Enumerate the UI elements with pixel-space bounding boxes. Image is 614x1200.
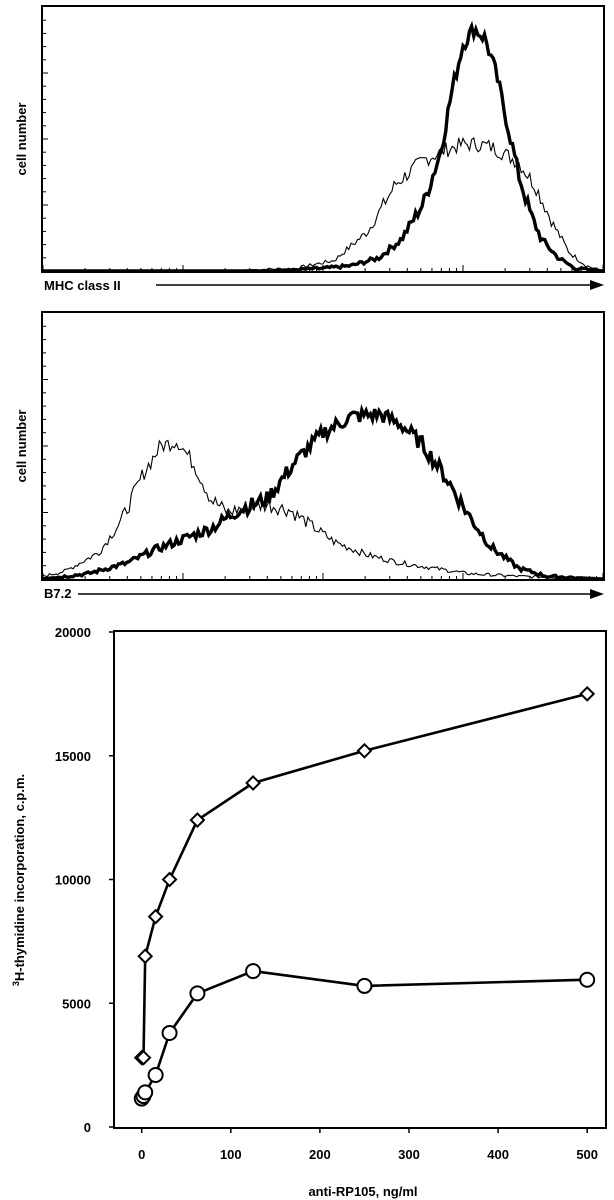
mhc-curves [43,20,604,273]
x-tick-label: 300 [398,1147,420,1162]
b72-y-axis-label: cell number [14,410,29,483]
thick-histogram-curve [42,403,604,581]
proliferation-markers [133,685,596,1107]
proliferation-plot-frame [113,630,607,1129]
y-label-main: H-thymidine incorporation, c.p.m. [12,774,27,981]
circle-marker [356,977,373,994]
mhc-plot-frame [41,5,605,273]
circle-marker [245,963,262,980]
diamond-marker [135,1049,152,1066]
x-tick-label: 0 [138,1147,145,1162]
thin-histogram-curve [43,136,604,272]
diamond-marker [147,908,164,925]
b72-x-ticks [42,573,604,579]
b72-axis-arrow [78,589,604,599]
y-tick-label: 15000 [55,749,91,764]
x-tick-label: 400 [487,1147,509,1162]
mhc-y-ticks [43,19,48,259]
mhc-x-axis-label: MHC class II [44,278,121,293]
diamond-marker [356,742,373,759]
x-tick-label: 200 [309,1147,331,1162]
b72-histogram-panel: cell number B7.2 [14,311,605,601]
circle-marker [189,985,206,1002]
b72-plot-frame [41,311,605,581]
y-label-superscript: 3 [11,981,21,986]
b72-y-ticks [43,325,48,567]
diamond-marker [579,685,596,702]
diamond-marker [137,948,154,965]
circle-marker [137,1084,154,1101]
b72-x-axis-label: B7.2 [44,586,71,601]
diamond-marker [245,775,262,791]
proliferation-panel: 0 5000 10000 15000 20000 0 100 200 300 400 500 ant… [11,625,607,1199]
proliferation-x-axis-label: anti-RP105, ng/ml [308,1184,417,1199]
y-tick-label: 0 [84,1120,91,1135]
circle-marker [147,1067,164,1084]
diamond-marker [189,812,206,829]
x-tick-label: 500 [576,1147,598,1162]
b72-curves [42,403,604,581]
y-tick-label: 5000 [62,996,91,1011]
y-tick-label: 20000 [55,625,91,640]
proliferation-y-axis-label: 3H-thymidine incorporation, c.p.m. [11,774,27,986]
x-tick-label: 100 [220,1147,242,1162]
circle-marker [579,971,596,988]
diamond-marker [161,871,178,888]
mhc-axis-arrow [156,280,604,290]
mhc-histogram-panel: cell number MHC class II [14,5,605,293]
thin-histogram-curve [42,439,604,580]
y-tick-label: 10000 [55,873,91,888]
thick-histogram-curve [43,20,604,273]
circle-marker [161,1024,178,1041]
mhc-y-axis-label: cell number [14,103,29,176]
proliferation-axes: 0 5000 10000 15000 20000 0 100 200 300 400 500 [55,625,598,1162]
